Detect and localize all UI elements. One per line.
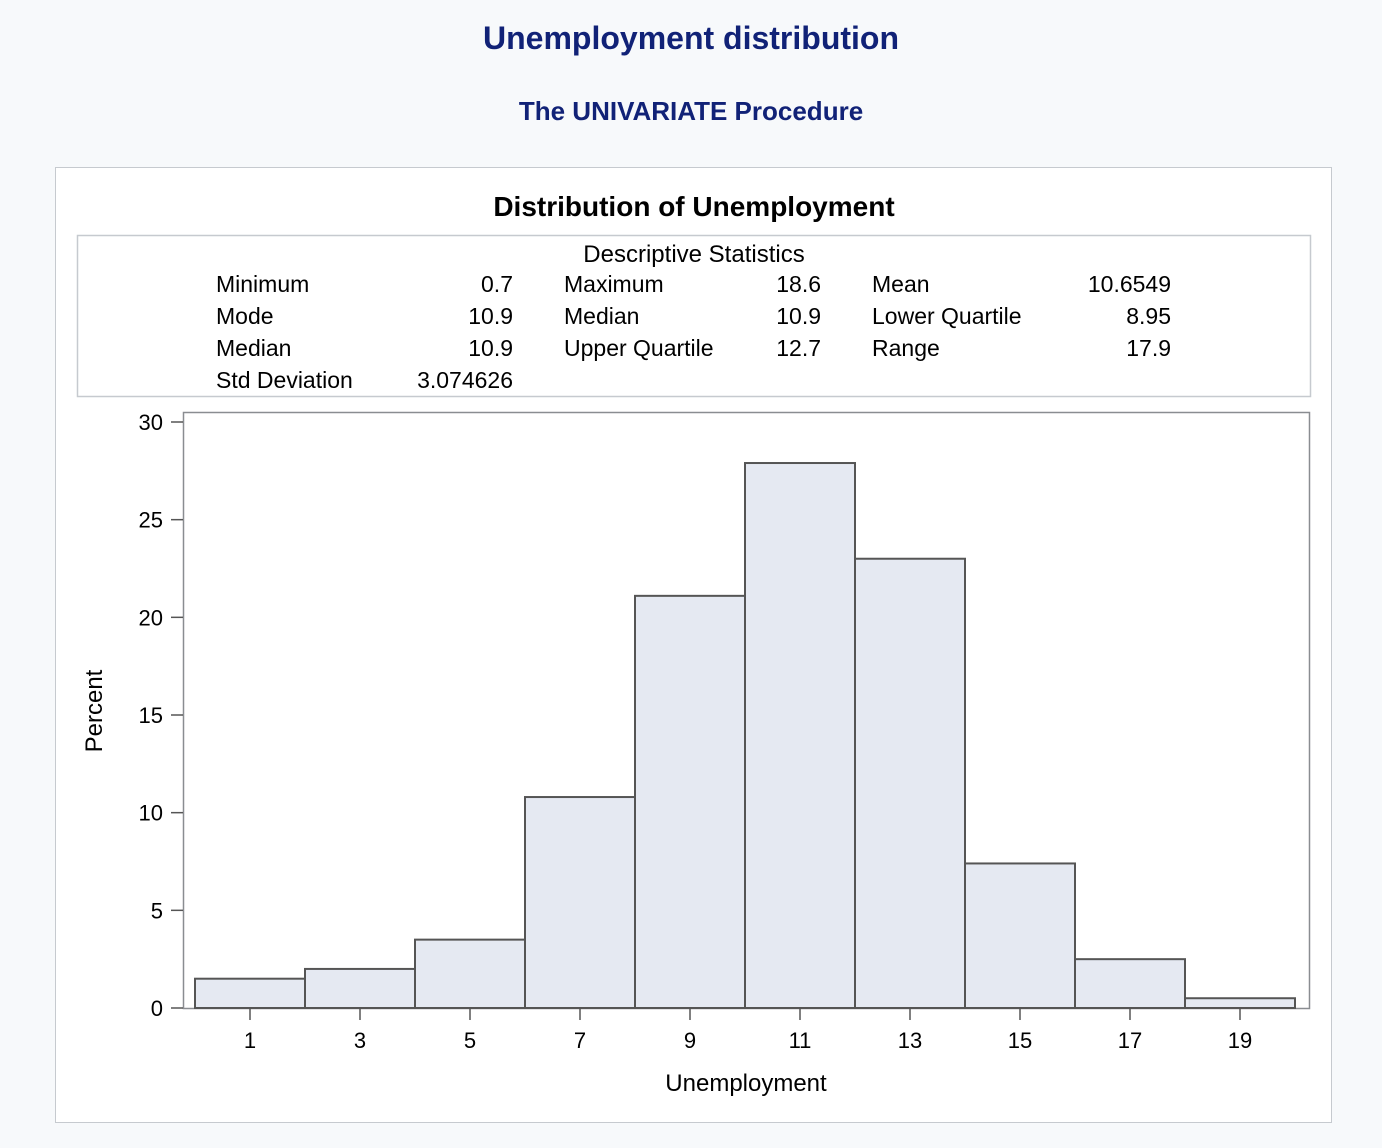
stat-value: 10.9 <box>776 303 821 329</box>
y-tick-label: 0 <box>151 996 163 1021</box>
x-tick-label: 3 <box>354 1028 366 1053</box>
stat-label: Mean <box>872 271 930 297</box>
histogram-bar <box>1184 997 1296 1010</box>
stat-label: Std Deviation <box>216 367 353 393</box>
histogram-bar <box>744 462 856 1009</box>
stat-value: 10.6549 <box>1088 271 1171 297</box>
stats-inset-box <box>76 234 1312 398</box>
x-tick-label: 9 <box>684 1028 696 1053</box>
histogram-bar <box>194 977 306 1010</box>
x-tick-label: 1 <box>244 1028 256 1053</box>
y-tick-label: 20 <box>139 605 163 630</box>
stat-label: Upper Quartile <box>564 335 714 361</box>
procedure-title: The UNIVARIATE Procedure <box>518 96 864 126</box>
x-tick-label: 5 <box>464 1028 476 1053</box>
y-tick-label: 25 <box>139 508 163 533</box>
x-tick-label: 7 <box>574 1028 586 1053</box>
chart-title: Distribution of Unemployment <box>493 191 894 222</box>
y-tick-label: 10 <box>139 801 163 826</box>
y-axis: 0 5 10 15 20 25 30 <box>139 410 183 1021</box>
stat-value: 0.7 <box>481 271 513 297</box>
y-tick-label: 30 <box>139 410 163 435</box>
y-tick-label: 5 <box>151 898 163 923</box>
x-tick-label: 13 <box>898 1028 922 1053</box>
stat-value: 18.6 <box>776 271 821 297</box>
stats-table: Minimum 0.7 Maximum 18.6 Mean 10.6549 Mode 10.9… <box>216 271 1171 393</box>
y-tick-label: 15 <box>139 703 163 728</box>
x-tick-label: 15 <box>1008 1028 1032 1053</box>
stat-value: 17.9 <box>1126 335 1171 361</box>
stat-label: Median <box>216 335 291 361</box>
stat-value: 10.9 <box>468 335 513 361</box>
x-axis: 1 3 5 7 9 11 13 15 17 19 <box>244 1008 1252 1053</box>
x-axis-label: Unemployment <box>665 1070 827 1097</box>
stat-label: Lower Quartile <box>872 303 1022 329</box>
histogram-bar <box>634 594 746 1009</box>
histogram-bar <box>414 938 526 1010</box>
histogram-bar <box>854 557 966 1009</box>
histogram-bar <box>1074 958 1186 1010</box>
stat-label: Median <box>564 303 639 329</box>
x-tick-label: 19 <box>1228 1028 1252 1053</box>
y-axis-label: Percent <box>81 669 108 752</box>
x-tick-label: 11 <box>789 1028 812 1053</box>
histogram-bar <box>304 967 416 1010</box>
stat-value: 8.95 <box>1126 303 1171 329</box>
stat-value: 12.7 <box>776 335 821 361</box>
stats-inset-title: Descriptive Statistics <box>583 241 804 268</box>
x-tick-label: 17 <box>1118 1028 1142 1053</box>
histogram-bar <box>524 796 636 1009</box>
page-title: Unemployment distribution <box>483 20 899 56</box>
stat-label: Minimum <box>216 271 309 297</box>
stat-label: Maximum <box>564 271 664 297</box>
stat-label: Range <box>872 335 940 361</box>
histogram-bars <box>194 462 1296 1010</box>
stat-label: Mode <box>216 303 274 329</box>
stat-value: 10.9 <box>468 303 513 329</box>
stat-value: 3.074626 <box>417 367 513 393</box>
histogram-bar <box>964 862 1076 1009</box>
